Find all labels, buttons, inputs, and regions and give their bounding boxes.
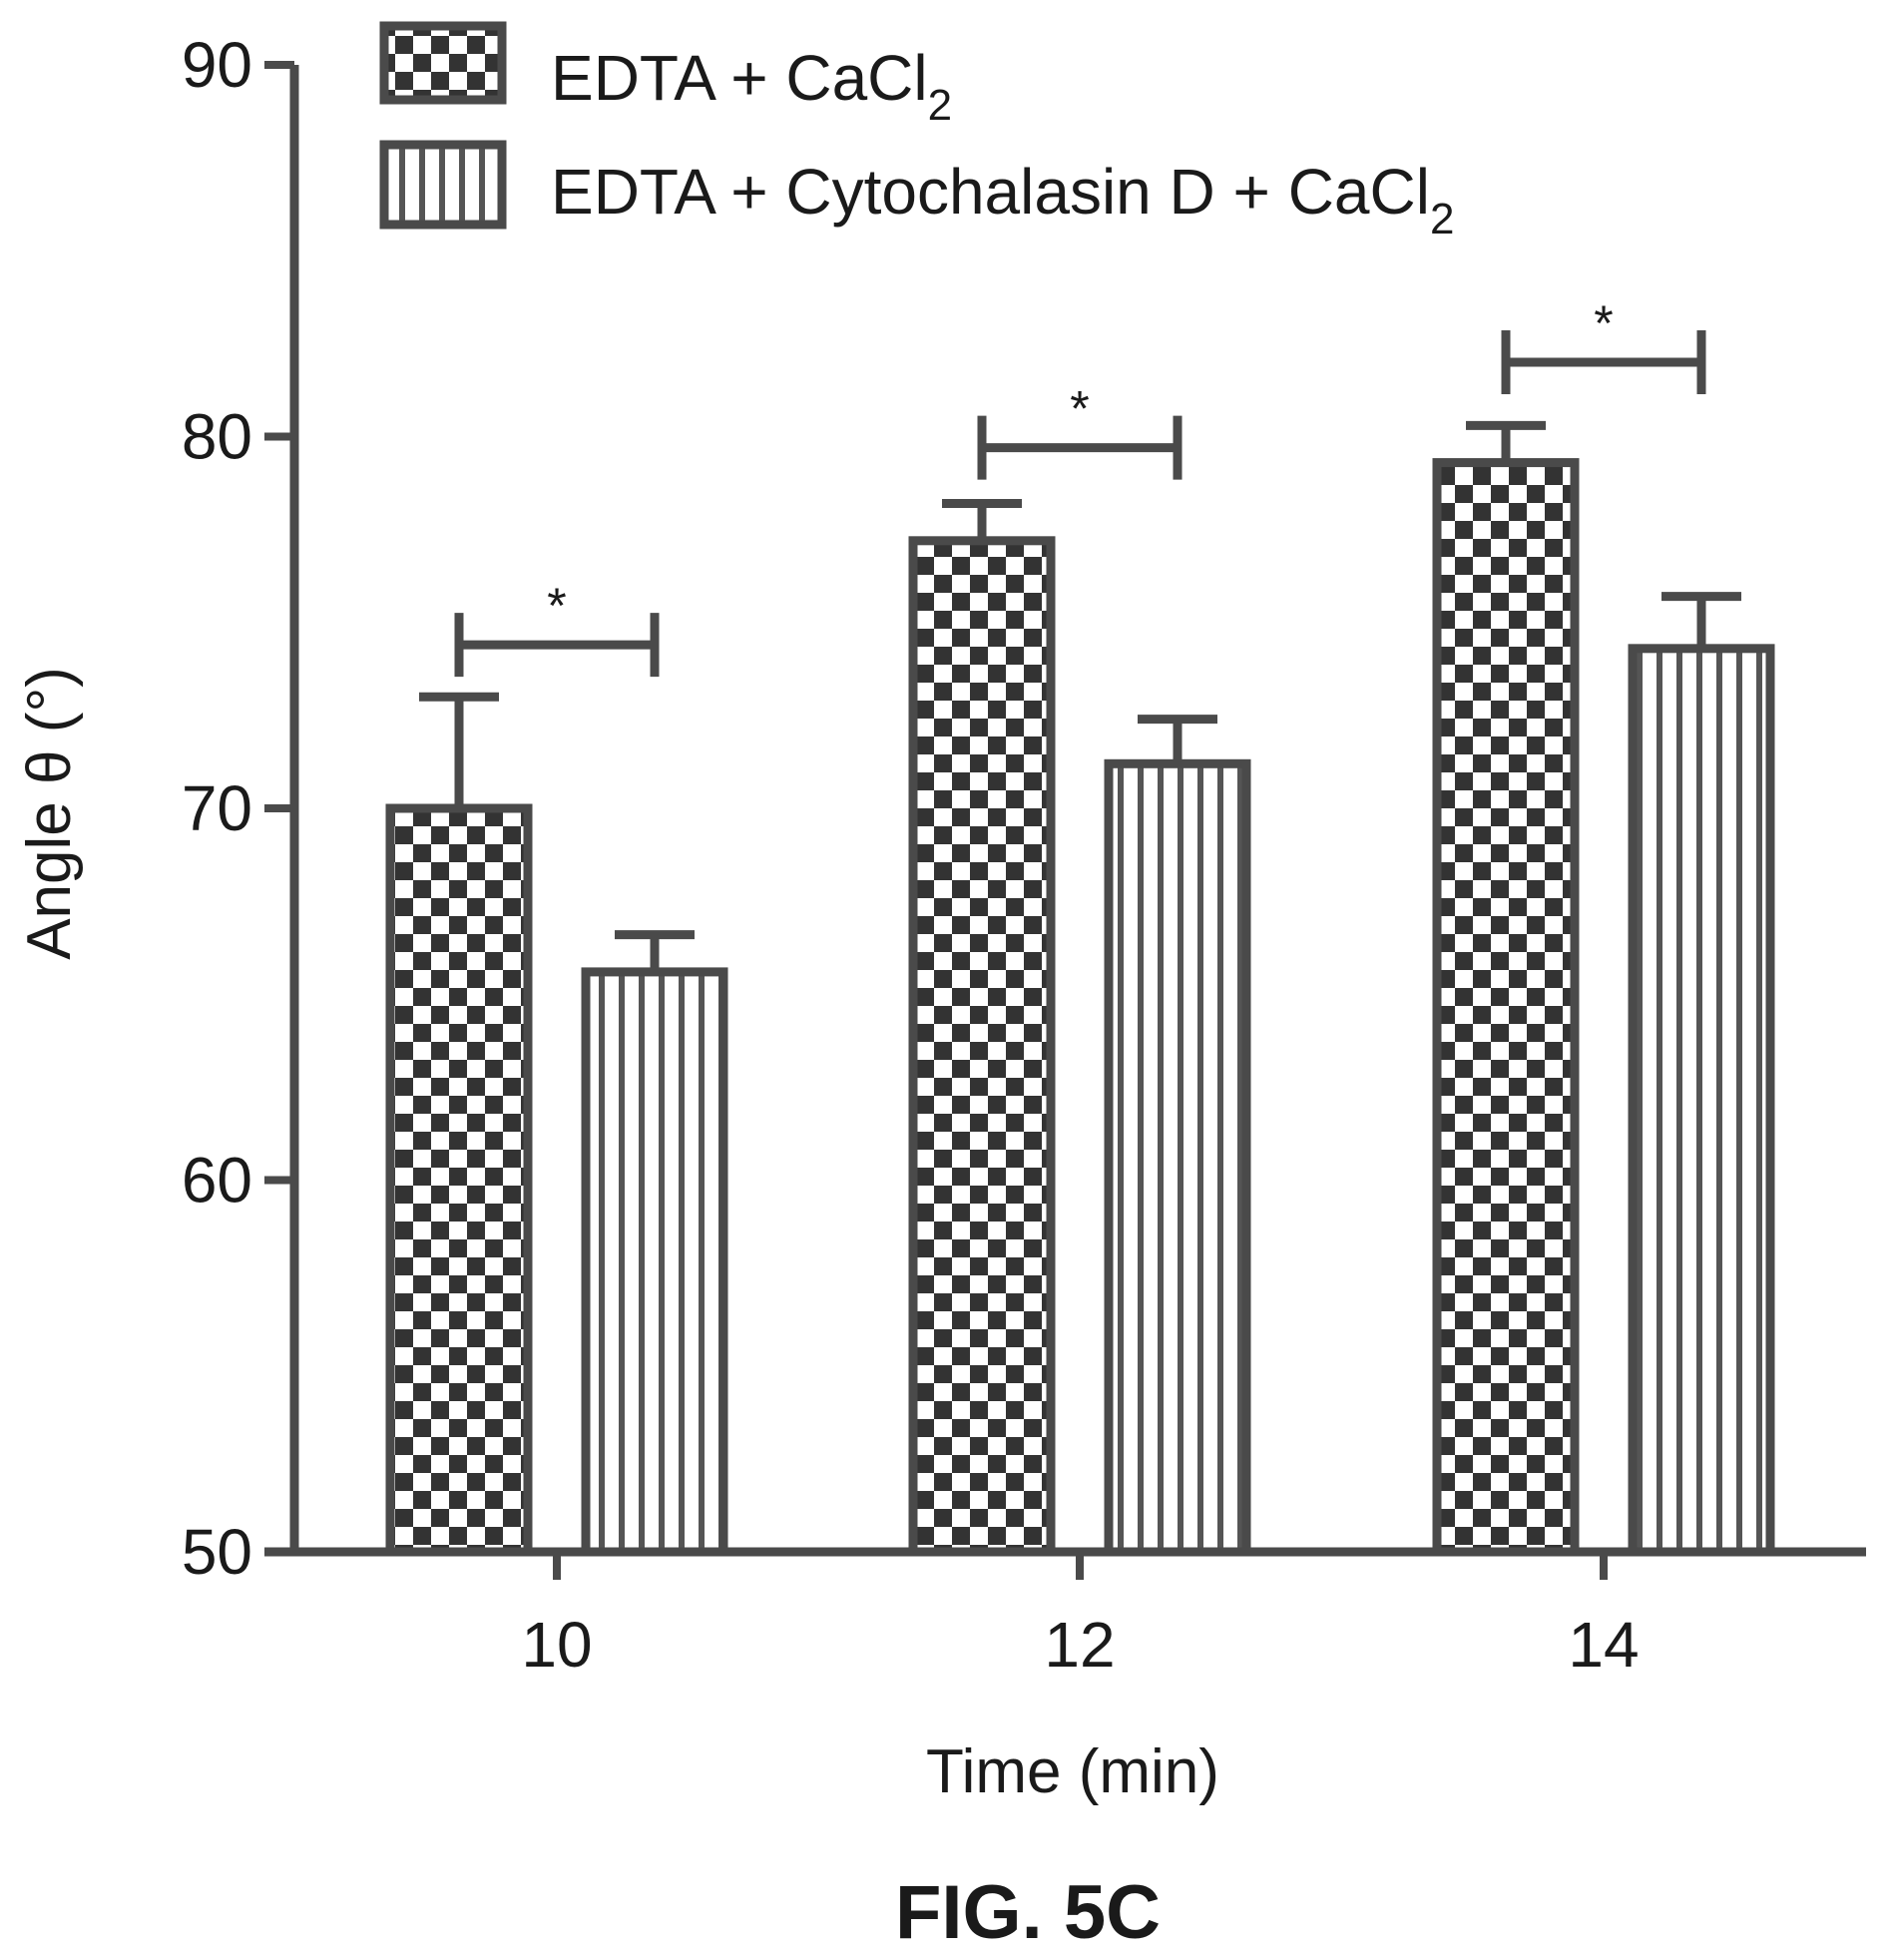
- bar-s2-10: [581, 967, 728, 1557]
- bar-s2-12: [1104, 758, 1251, 1557]
- bar-s2-14: [1628, 644, 1775, 1557]
- y-tick-label-90: 90: [182, 29, 252, 101]
- legend-label-series-2-main: EDTA + Cytochalasin D + CaCl: [551, 156, 1430, 228]
- x-tick-label-14: 14: [1568, 1609, 1639, 1681]
- y-tick-label-60: 60: [182, 1145, 252, 1217]
- sig-star-14: *: [1594, 295, 1613, 351]
- y-tick-label-70: 70: [182, 772, 252, 844]
- legend-label-series-2-sub: 2: [1430, 195, 1454, 244]
- legend-swatch-stripes: [379, 140, 507, 230]
- bar-s1-12: [908, 536, 1056, 1557]
- bar-s1-14: [1432, 458, 1580, 1557]
- y-axis-label: Angle θ (°): [15, 667, 84, 960]
- sig-star-10: *: [547, 578, 566, 634]
- legend-label-series-1-sub: 2: [928, 81, 952, 130]
- y-tick-label-50: 50: [182, 1516, 252, 1588]
- legend: EDTA + CaCl2 EDTA + Cytochalasin D + CaC…: [379, 21, 1454, 244]
- sig-star-12: *: [1070, 381, 1089, 437]
- legend-swatch-checker: [379, 21, 507, 105]
- legend-label-series-2: EDTA + Cytochalasin D + CaCl2: [551, 156, 1454, 244]
- y-tick-label-80: 80: [182, 401, 252, 473]
- bar-s1-10: [385, 803, 533, 1557]
- x-tick-label-12: 12: [1044, 1609, 1115, 1681]
- bars: [385, 458, 1775, 1557]
- figure-caption: FIG. 5C: [895, 1870, 1161, 1955]
- x-tick-label-10: 10: [521, 1609, 592, 1681]
- legend-label-series-1-main: EDTA + CaCl: [551, 42, 928, 114]
- x-axis-label: Time (min): [926, 1737, 1219, 1806]
- significance-markers: * * *: [454, 295, 1706, 678]
- legend-label-series-1: EDTA + CaCl2: [551, 42, 952, 130]
- error-bars: [419, 420, 1741, 972]
